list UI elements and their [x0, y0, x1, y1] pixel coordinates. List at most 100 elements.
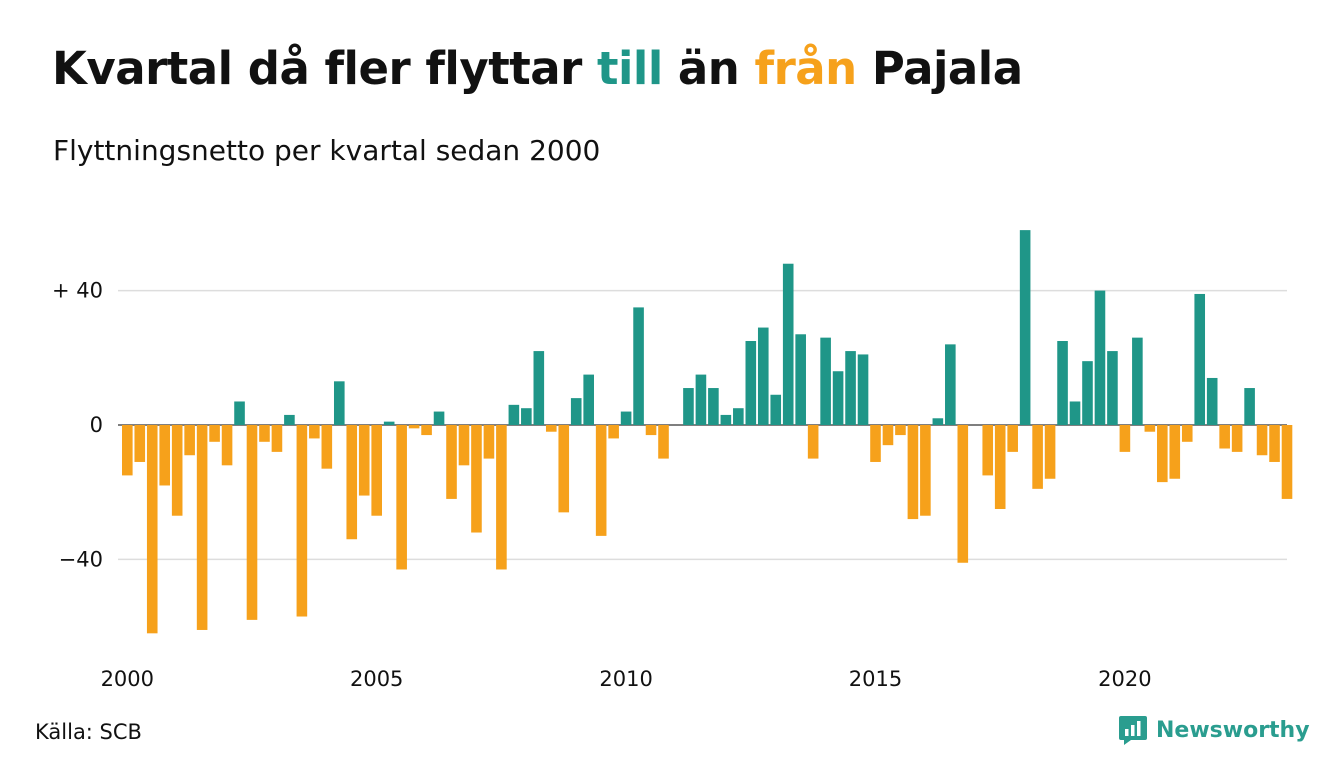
bar [1206, 377, 1218, 425]
y-tick-label: + 40 [52, 279, 103, 303]
bar [870, 425, 881, 462]
bar [720, 414, 732, 425]
bar [458, 425, 470, 466]
bar [483, 425, 495, 459]
bar [521, 408, 532, 425]
bar [396, 425, 407, 570]
brand: Newsworthy [1118, 714, 1310, 746]
title-part-1: Kvartal då fler flyttar [52, 42, 597, 95]
bar [945, 344, 956, 425]
bar [1019, 230, 1031, 425]
bar [595, 425, 607, 536]
bar [284, 414, 295, 425]
bar [421, 425, 432, 436]
bar [309, 425, 320, 439]
title-highlight-fran: från [754, 42, 858, 95]
bar [1044, 425, 1056, 479]
newsworthy-logo-icon [1119, 716, 1147, 745]
bar [358, 425, 370, 496]
bar [857, 354, 869, 425]
bar [558, 425, 570, 513]
chart-title: Kvartal då fler flyttar till än från Paj… [52, 42, 1023, 95]
source-note: Källa: SCB [35, 720, 142, 744]
bar [1132, 337, 1143, 425]
bar [122, 425, 133, 476]
bar [134, 425, 146, 462]
bar [782, 263, 794, 425]
bar [645, 425, 657, 436]
y-tick-label: 0 [90, 413, 103, 437]
y-tick-label: −40 [59, 547, 103, 571]
x-tick-label: 2015 [849, 667, 902, 691]
bar [533, 351, 545, 425]
bar [209, 425, 220, 442]
bar [234, 401, 245, 425]
bar [1231, 425, 1243, 452]
bar [346, 425, 358, 540]
bar [882, 425, 894, 446]
x-tick-label: 2000 [101, 667, 154, 691]
title-part-2: än [662, 42, 755, 95]
bar [733, 408, 744, 425]
bar [184, 425, 195, 456]
bar [895, 425, 906, 436]
bar [708, 388, 719, 425]
bar [832, 371, 844, 425]
bar [1219, 425, 1230, 449]
bar [982, 425, 994, 476]
bar [1144, 425, 1156, 432]
bar [1057, 341, 1068, 425]
bar [845, 351, 856, 425]
bar [1069, 401, 1081, 425]
bar [333, 381, 345, 425]
bar [408, 425, 420, 429]
title-part-3: Pajala [856, 42, 1023, 95]
x-tick-label: 2005 [350, 667, 403, 691]
bar [159, 425, 171, 486]
bar [146, 425, 158, 634]
bar [757, 327, 769, 425]
bar [496, 425, 507, 570]
bar [196, 425, 208, 630]
bar [1107, 351, 1118, 425]
bar [1181, 425, 1193, 442]
bar [795, 334, 806, 425]
bar [433, 411, 445, 425]
bar [820, 337, 831, 425]
bar [1157, 425, 1168, 483]
bar [471, 425, 482, 533]
bar [371, 425, 382, 516]
chart-subtitle: Flyttningsnetto per kvartal sedan 2000 [53, 134, 601, 167]
bar [271, 425, 283, 452]
bar [570, 398, 582, 425]
bar [1194, 293, 1206, 425]
bar [633, 307, 644, 425]
bar [658, 425, 669, 459]
bar [259, 425, 270, 442]
bar [583, 374, 594, 425]
bar [1169, 425, 1181, 479]
bar-chart: + 40 0 −40 2000 2005 2010 2015 2020 [52, 230, 1293, 691]
bar [1082, 361, 1093, 425]
bar [957, 425, 969, 563]
title-highlight-till: till [596, 42, 663, 95]
x-tick-label: 2010 [599, 667, 652, 691]
bar [383, 421, 395, 425]
bar [994, 425, 1006, 509]
bar [321, 425, 333, 469]
bar [1244, 388, 1255, 425]
bar [508, 404, 520, 425]
bar [620, 411, 632, 425]
x-tick-label: 2020 [1098, 667, 1151, 691]
bar [1119, 425, 1131, 452]
bar [745, 341, 757, 425]
brand-name: Newsworthy [1156, 717, 1310, 743]
bar [770, 394, 782, 425]
bar [1269, 425, 1280, 462]
bar [920, 425, 931, 516]
bar [807, 425, 819, 459]
bar [171, 425, 183, 516]
bar [296, 425, 308, 617]
bar [446, 425, 457, 499]
bar [1094, 290, 1106, 425]
